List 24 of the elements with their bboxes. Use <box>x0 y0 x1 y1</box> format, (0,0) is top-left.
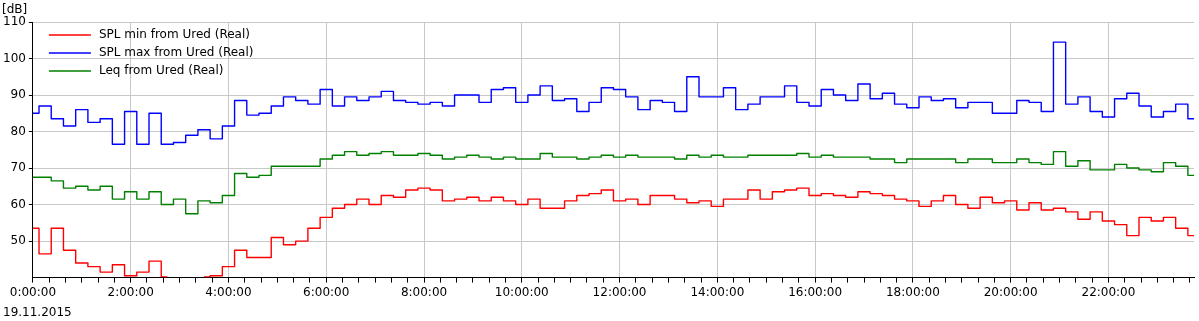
y-tick-label: 80 <box>10 123 26 138</box>
x-tick-label: 22:00:00 <box>1081 284 1136 299</box>
x-tick-label: 18:00:00 <box>885 284 940 299</box>
legend-label: SPL max from Ured (Real) <box>98 45 254 60</box>
x-tick-label: 6:00:00 <box>303 284 350 299</box>
y-tick-label: 50 <box>10 233 26 248</box>
legend-label: SPL min from Ured (Real) <box>98 27 250 42</box>
x-tick-label: 12:00:00 <box>592 284 647 299</box>
x-tick-label: 0:00:00 <box>9 284 57 299</box>
x-tick-label: 14:00:00 <box>690 284 745 299</box>
x-tick-label: 2:00:00 <box>107 284 154 299</box>
legend-label: Leq from Ured (Real) <box>98 63 224 78</box>
x-tick-label: 8:00:00 <box>400 284 448 299</box>
text: 19.11.2015 <box>3 305 72 320</box>
x-tick-label: 10:00:00 <box>494 284 549 299</box>
y-tick-label: 70 <box>10 160 26 175</box>
y-tick-label: 110 <box>3 14 26 29</box>
y-tick-label: 90 <box>10 87 26 102</box>
y-tick-label: 100 <box>3 50 26 65</box>
x-tick-label: 20:00:00 <box>983 284 1038 299</box>
x-tick-label: 16:00:00 <box>788 284 843 299</box>
y-tick-label: 60 <box>10 196 26 211</box>
y-axis-title: [dB] <box>2 2 28 17</box>
x-tick-label: 4:00:00 <box>205 284 252 299</box>
